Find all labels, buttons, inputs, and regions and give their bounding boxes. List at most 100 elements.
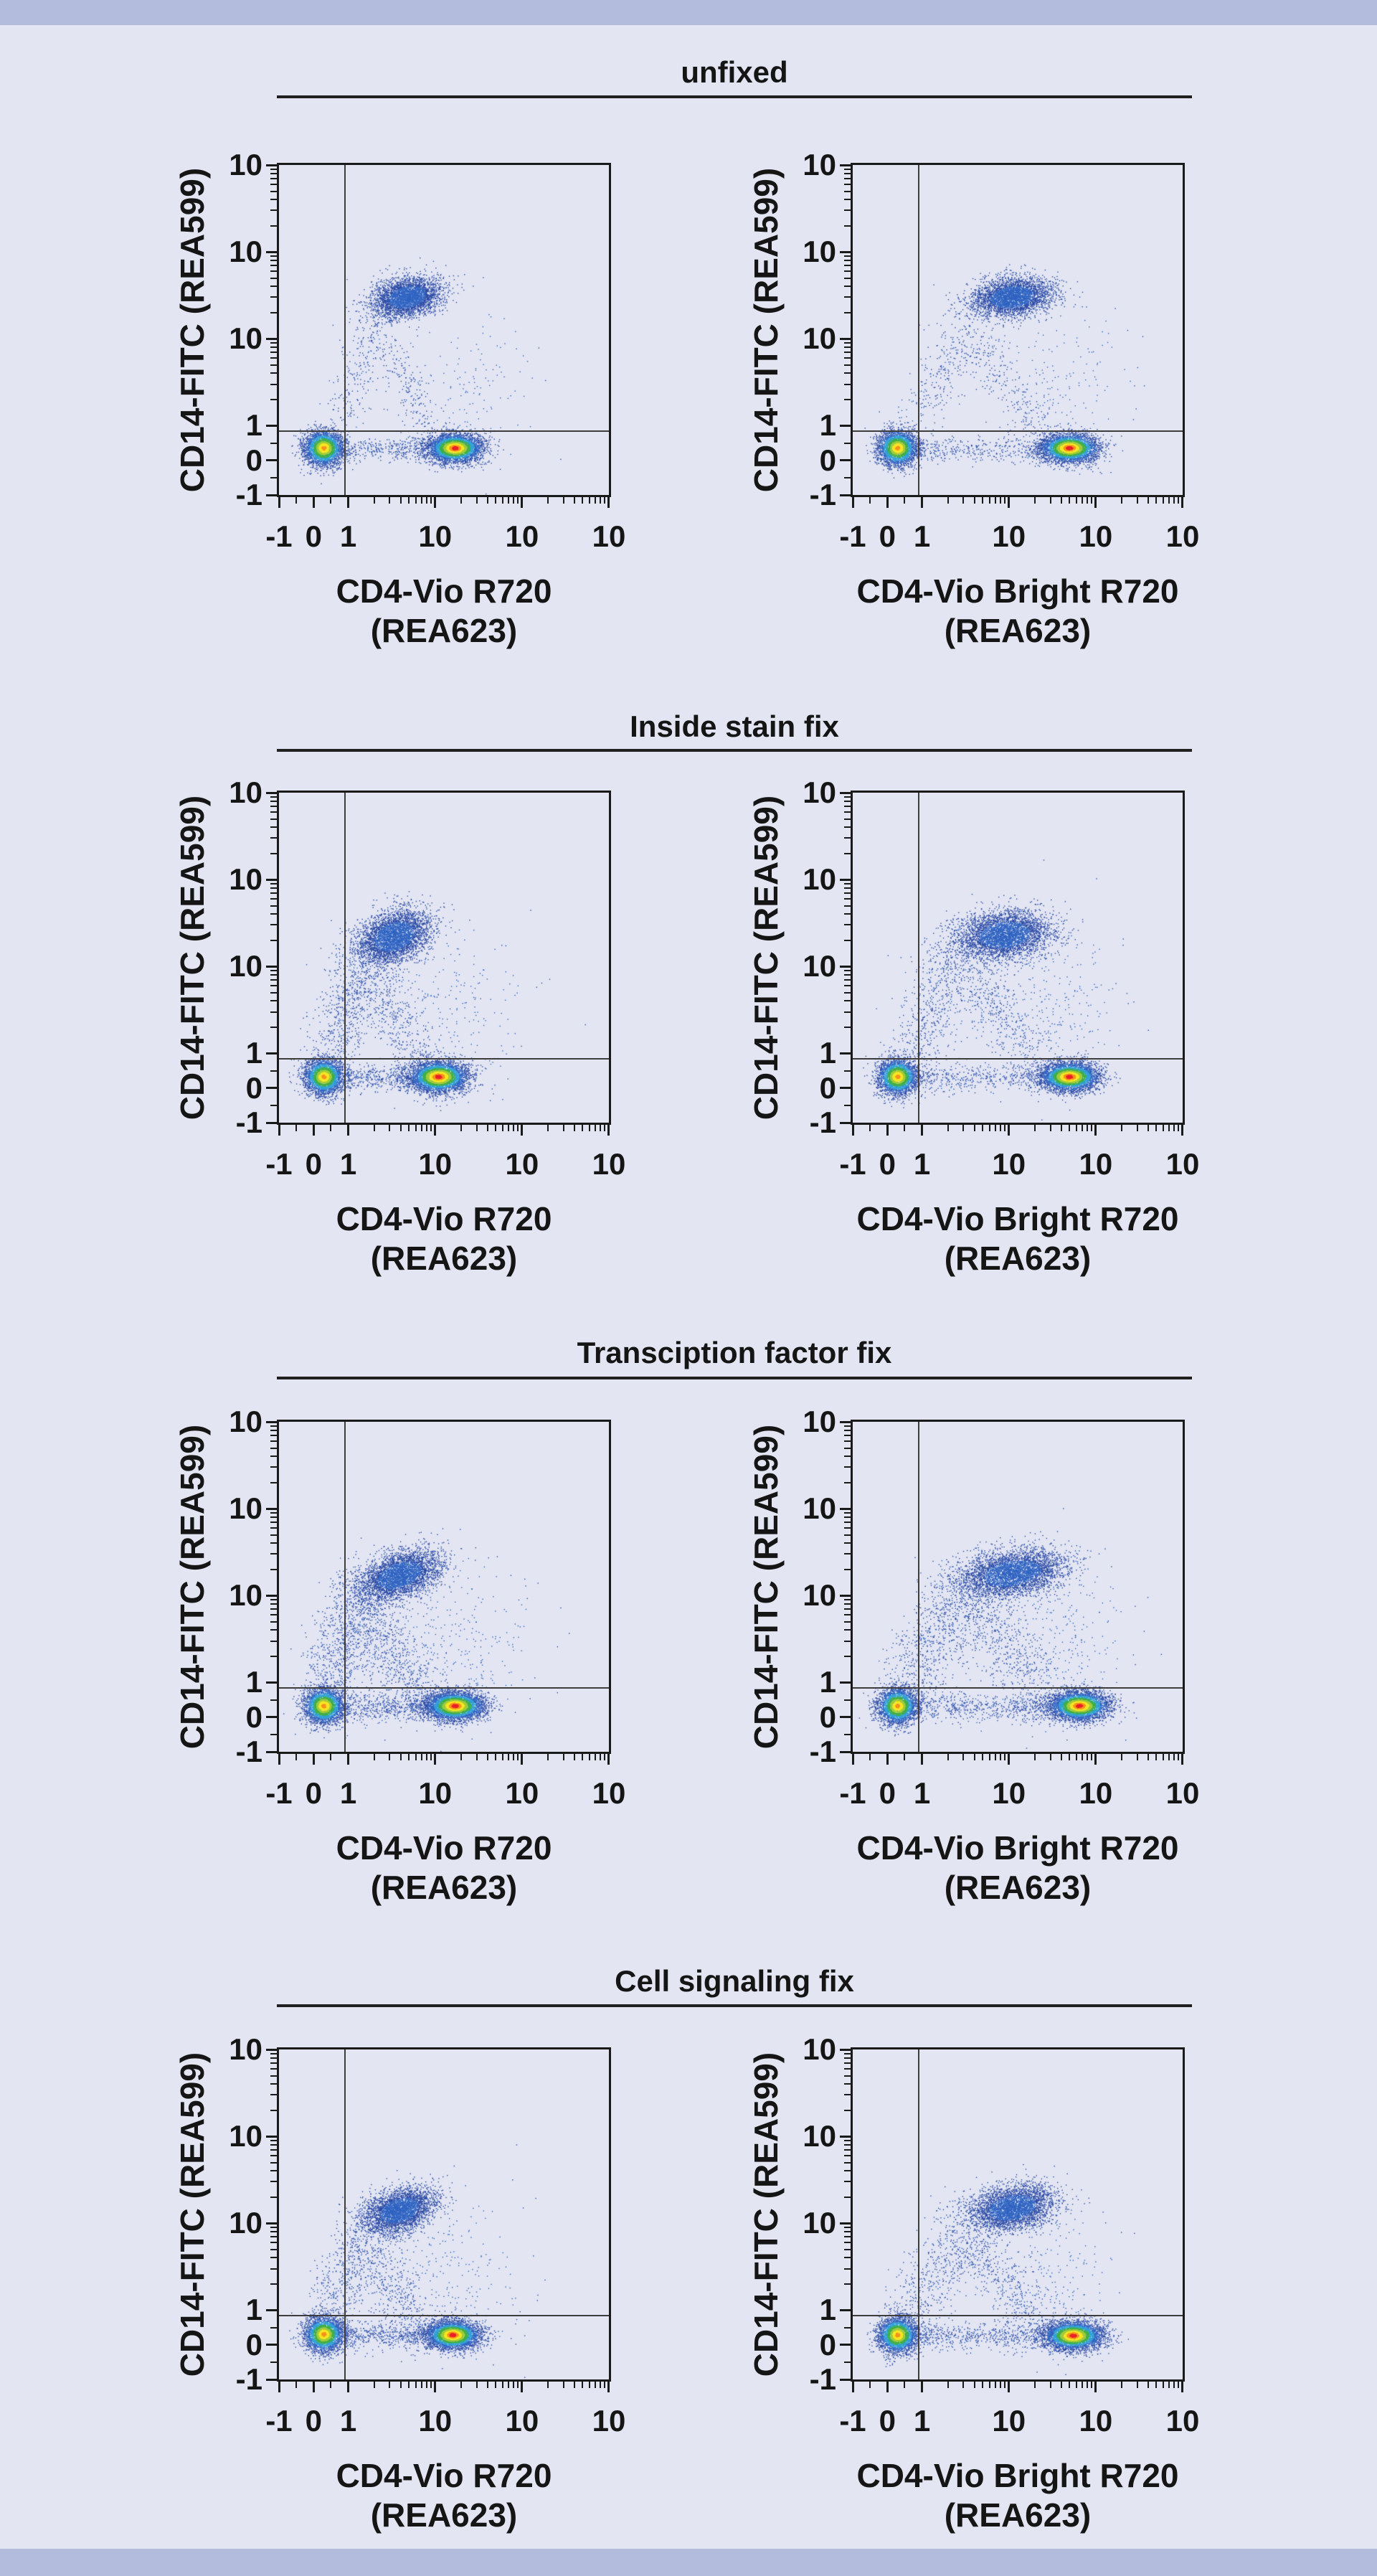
- x-axis-minor-tick: [1049, 2382, 1051, 2388]
- y-axis-minor-tick: [844, 2109, 851, 2111]
- x-axis-minor-tick: [415, 497, 417, 504]
- y-axis-minor-tick: [270, 1070, 277, 1072]
- y-axis-tick: [266, 1087, 277, 1090]
- x-axis-minor-tick: [486, 1125, 488, 1131]
- x-axis-minor-tick: [573, 1125, 575, 1131]
- y-axis-minor-tick: [844, 225, 851, 227]
- x-axis-minor-tick: [1163, 1754, 1165, 1760]
- x-axis-minor-tick: [1136, 1754, 1138, 1760]
- x-axis-minor-tick: [1082, 2382, 1084, 2388]
- x-axis-label-line2: (REA623): [370, 2496, 518, 2534]
- y-axis-minor-tick: [270, 1608, 277, 1610]
- x-axis-minor-tick: [1168, 2382, 1170, 2388]
- x-tick-label: 1: [339, 1776, 357, 1810]
- x-axis-minor-tick: [1147, 2382, 1149, 2388]
- y-axis-minor-tick: [844, 826, 851, 829]
- x-axis-minor-tick: [1136, 2382, 1138, 2388]
- x-tick-label: -1: [839, 1776, 866, 1810]
- x-axis-minor-tick: [399, 2382, 402, 2388]
- y-axis-label: CD14-FITC (REA599): [747, 2052, 785, 2377]
- x-axis-minor-tick: [1087, 2382, 1089, 2388]
- x-axis-minor-tick: [430, 2382, 432, 2388]
- x-axis-minor-tick: [389, 497, 391, 504]
- y-axis-minor-tick: [270, 270, 277, 273]
- x-axis-tick: [434, 1754, 437, 1765]
- y-axis-minor-tick: [844, 991, 851, 994]
- x-axis-minor-tick: [399, 1754, 402, 1760]
- x-axis-minor-tick: [1121, 1125, 1123, 1131]
- y-axis-tick: [266, 494, 277, 496]
- x-axis-minor-tick: [1168, 1125, 1170, 1131]
- x-axis-minor-tick: [994, 1125, 996, 1131]
- y-axis-minor-tick: [270, 882, 277, 884]
- y-tick-label: 10: [803, 1578, 836, 1613]
- y-tick-label: 0: [819, 443, 836, 477]
- x-axis-minor-tick: [495, 497, 497, 504]
- x-tick-label: 10: [592, 2404, 626, 2438]
- y-tick-label: -1: [235, 1105, 262, 1139]
- y-axis-label: CD14-FITC (REA599): [174, 167, 211, 493]
- x-axis-minor-tick: [1173, 1125, 1175, 1131]
- y-axis-minor-tick: [844, 168, 851, 170]
- scatter-canvas: [853, 1422, 1183, 1752]
- x-axis-minor-tick: [1173, 2382, 1175, 2388]
- y-tick-label: 10: [229, 148, 262, 182]
- x-axis-minor-tick: [947, 2382, 950, 2388]
- x-tick-label: 10: [592, 1776, 626, 1810]
- y-axis-minor-tick: [270, 991, 277, 994]
- y-axis-minor-tick: [844, 442, 851, 444]
- x-axis-minor-tick: [604, 2382, 606, 2388]
- x-axis-minor-tick: [600, 2382, 602, 2388]
- x-axis-label-line1: CD4-Vio Bright R720: [856, 572, 1179, 610]
- y-axis-minor-tick: [270, 837, 277, 839]
- y-axis-tick: [266, 164, 277, 166]
- x-tick-label: -1: [839, 519, 866, 553]
- y-axis-minor-tick: [844, 2083, 851, 2085]
- x-axis-minor-tick: [1168, 1754, 1170, 1760]
- y-axis-minor-tick: [270, 383, 277, 385]
- x-axis-tick: [921, 497, 924, 508]
- y-axis-tick: [840, 1507, 851, 1510]
- x-tick-label: 10: [1165, 2404, 1200, 2438]
- y-tick-label: 10: [803, 2119, 836, 2153]
- y-axis-minor-tick: [844, 2326, 851, 2329]
- y-tick-label: 10: [229, 2032, 262, 2067]
- y-axis-minor-tick: [270, 2062, 277, 2064]
- y-axis-minor-tick: [270, 277, 277, 279]
- x-axis-minor-tick: [330, 497, 332, 504]
- x-axis-minor-tick: [415, 2382, 417, 2388]
- x-axis-tick: [312, 1754, 315, 1765]
- y-axis-tick: [266, 424, 277, 427]
- y-axis-minor-tick: [844, 2062, 851, 2064]
- x-axis-minor-tick: [1069, 497, 1071, 504]
- x-axis-tick: [607, 1125, 610, 1136]
- quadrant-gate-vertical: [344, 793, 346, 1123]
- y-axis-tick: [266, 2308, 277, 2311]
- x-axis-tick: [921, 1125, 924, 1136]
- y-axis-minor-tick: [844, 2268, 851, 2270]
- x-axis-minor-tick: [1004, 497, 1006, 504]
- x-axis-minor-tick: [1168, 497, 1170, 504]
- x-axis-minor-tick: [600, 1125, 602, 1131]
- y-axis-minor-tick: [270, 2170, 277, 2172]
- x-axis-minor-tick: [582, 1125, 584, 1131]
- x-tick-label: 1: [913, 1147, 931, 1181]
- x-axis-minor-tick: [962, 1125, 965, 1131]
- x-tick-label: 10: [418, 1147, 453, 1181]
- x-axis-tick: [1008, 2382, 1011, 2392]
- x-axis-minor-tick: [430, 497, 432, 504]
- x-axis-minor-tick: [460, 497, 463, 504]
- x-axis-minor-tick: [1136, 1125, 1138, 1131]
- y-axis-minor-tick: [844, 2231, 851, 2233]
- y-axis-minor-tick: [270, 296, 277, 298]
- x-axis-tick: [851, 1125, 854, 1136]
- x-axis-minor-tick: [389, 1125, 391, 1131]
- x-axis-minor-tick: [604, 497, 606, 504]
- x-axis-minor-tick: [1087, 497, 1089, 504]
- y-axis-minor-tick: [270, 898, 277, 900]
- y-axis-minor-tick: [270, 2326, 277, 2329]
- scatter-canvas: [279, 165, 609, 495]
- y-axis-minor-tick: [270, 2226, 277, 2228]
- quadrant-gate-horizontal: [279, 430, 609, 432]
- quadrant-gate-horizontal: [279, 2314, 609, 2316]
